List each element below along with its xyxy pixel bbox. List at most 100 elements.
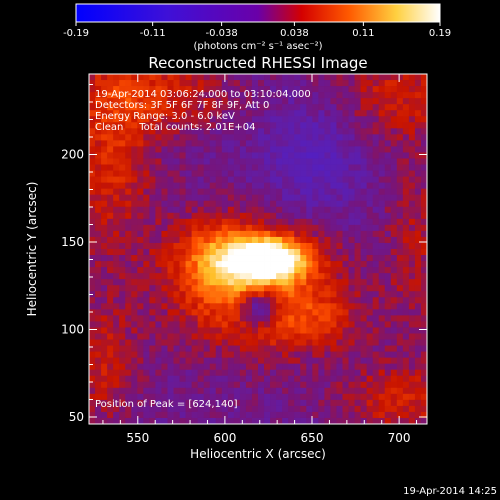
heatmap-cell (378, 387, 386, 395)
heatmap-cell (300, 297, 307, 304)
heatmap-cell (300, 321, 307, 328)
heatmap-cell (414, 279, 422, 286)
heatmap-cell (282, 399, 289, 407)
heatmap-cell (270, 411, 277, 419)
heatmap-cell (384, 164, 392, 171)
heatmap-cell (264, 152, 271, 159)
heatmap-cell (354, 333, 362, 340)
heatmap-cell (251, 411, 259, 419)
heatmap-cell (264, 98, 271, 105)
heatmap-cell (143, 375, 150, 383)
heatmap-cell (215, 411, 223, 419)
heatmap-cell (276, 242, 283, 250)
heatmap-cell (384, 393, 392, 401)
heatmap-cell (414, 80, 422, 87)
heatmap-cell (95, 291, 102, 298)
heatmap-cell (414, 92, 422, 99)
heatmap-cell (300, 315, 307, 322)
heatmap-cell (258, 158, 265, 165)
heatmap-cell (89, 267, 96, 274)
heatmap-cell (390, 104, 398, 111)
colorbar-ticks: -0.19 -0.11 -0.038 0.038 0.11 0.19 (63, 22, 451, 39)
heatmap-cell (414, 146, 422, 153)
heatmap-cell (125, 206, 132, 214)
heatmap-cell (366, 236, 374, 244)
heatmap-cell (306, 273, 313, 280)
heatmap-cell (161, 176, 168, 184)
heatmap-cell (131, 224, 138, 232)
heatmap-cell (402, 104, 410, 111)
heatmap-cell (149, 104, 156, 111)
heatmap-cell (131, 315, 138, 322)
heatmap-cell (294, 279, 301, 286)
heatmap-cell (354, 122, 362, 129)
heatmap-cell (197, 345, 205, 352)
heatmap-cell (390, 303, 398, 310)
heatmap-cell (372, 303, 380, 310)
heatmap-cell (360, 122, 368, 129)
heatmap-cell (312, 267, 319, 274)
heatmap-cell (155, 212, 162, 220)
heatmap-cell (306, 333, 313, 340)
heatmap-cell (300, 333, 307, 340)
heatmap-cell (264, 116, 271, 123)
heatmap-cell (131, 212, 138, 220)
heatmap-cell (402, 375, 410, 383)
heatmap-cell (402, 405, 410, 413)
heatmap-cell (233, 236, 241, 244)
heatmap-cell (318, 285, 325, 292)
heatmap-cell (396, 158, 404, 165)
heatmap-cell (209, 363, 217, 371)
heatmap-cell (378, 405, 386, 413)
heatmap-cell (330, 333, 337, 340)
heatmap-cell (89, 309, 96, 316)
heatmap-cell (402, 303, 410, 310)
heatmap-cell (282, 86, 289, 93)
heatmap-cell (215, 152, 223, 159)
heatmap-cell (161, 206, 168, 214)
heatmap-cell (167, 267, 174, 274)
heatmap-cell (137, 170, 144, 177)
heatmap-cell (276, 218, 283, 226)
heatmap-cell (336, 345, 343, 352)
heatmap-cell (155, 321, 162, 328)
heatmap-cell (414, 116, 422, 123)
heatmap-cell (137, 369, 144, 377)
heatmap-cell (113, 417, 120, 425)
heatmap-cell (354, 393, 362, 401)
heatmap-cell (113, 146, 120, 153)
heatmap-cell (167, 255, 174, 262)
heatmap-cell (396, 387, 404, 395)
heatmap-cell (396, 116, 404, 123)
heatmap-cell (420, 152, 428, 159)
heatmap-cell (227, 273, 235, 280)
heatmap-cell (378, 212, 386, 220)
heatmap-cell (179, 297, 186, 304)
heatmap-cell (270, 351, 277, 359)
heatmap-cell (131, 369, 138, 377)
heatmap-cell (360, 249, 368, 256)
heatmap-cell (107, 128, 114, 135)
heatmap-cell (167, 80, 174, 87)
heatmap-cell (336, 405, 343, 413)
heatmap-cell (209, 297, 217, 304)
heatmap-cell (270, 116, 277, 123)
heatmap-cell (420, 417, 428, 425)
heatmap-cell (354, 321, 362, 328)
heatmap-cell (336, 164, 343, 171)
heatmap-cell (360, 98, 368, 105)
heatmap-cell (227, 411, 235, 419)
heatmap-cell (179, 339, 186, 346)
heatmap-cell (101, 297, 108, 304)
heatmap-cell (221, 134, 229, 141)
heatmap-cell (95, 363, 102, 371)
heatmap-cell (251, 381, 259, 389)
heatmap-cell (197, 86, 205, 93)
heatmap-cell (348, 134, 355, 141)
heatmap-cell (420, 333, 428, 340)
heatmap-cell (119, 417, 126, 425)
heatmap-cell (173, 249, 180, 256)
heatmap-cell (342, 405, 349, 413)
heatmap-cell (233, 339, 241, 346)
heatmap-cell (167, 357, 174, 365)
